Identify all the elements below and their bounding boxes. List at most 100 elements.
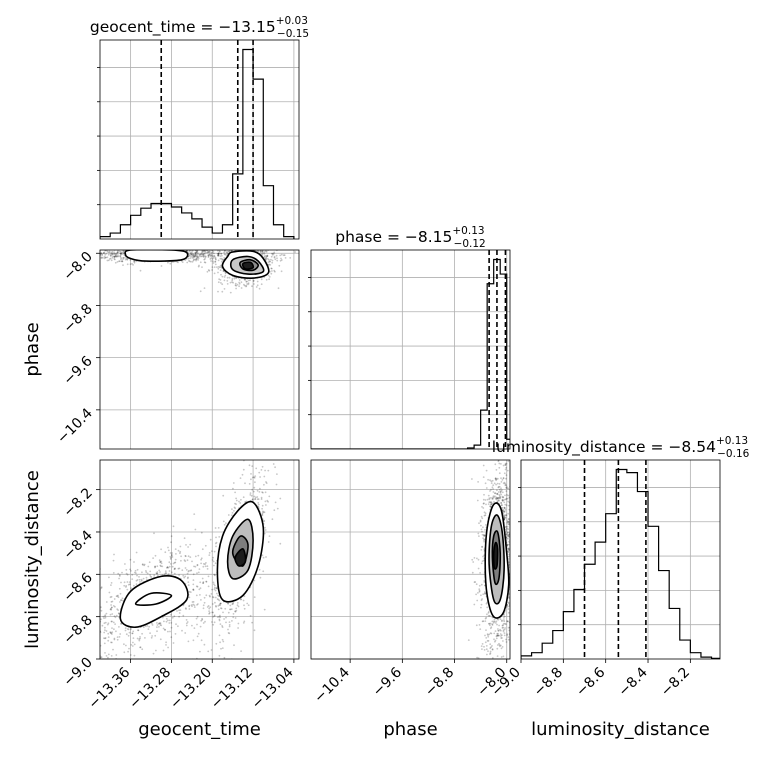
scatter-point — [289, 257, 292, 259]
scatter-point — [242, 240, 244, 242]
scatter-point — [512, 492, 514, 494]
scatter-point — [104, 652, 106, 654]
scatter-point — [266, 499, 269, 502]
scatter-point — [141, 563, 144, 566]
scatter-point — [272, 244, 274, 246]
scatter-point — [481, 517, 484, 520]
scatter-point — [251, 488, 254, 491]
scatter-point — [190, 253, 193, 256]
scatter-point — [257, 250, 260, 253]
scatter-point — [498, 499, 500, 502]
scatter-point — [485, 602, 488, 605]
scatter-point — [217, 253, 220, 256]
scatter-point — [266, 254, 269, 257]
scatter-point — [266, 255, 268, 258]
scatter-point — [176, 610, 178, 612]
scatter-point — [273, 251, 276, 254]
scatter-point — [161, 565, 164, 568]
scatter-point — [191, 560, 193, 563]
scatter-point — [135, 551, 138, 554]
scatter-point — [168, 248, 170, 250]
scatter-geocent_time-vs-phase-frame — [99, 249, 300, 450]
scatter-point — [225, 616, 227, 619]
scatter-point — [505, 526, 507, 528]
scatter-point — [216, 598, 219, 600]
scatter-point — [495, 496, 498, 499]
scatter-point — [171, 552, 174, 554]
scatter-point — [145, 571, 148, 574]
scatter-point — [139, 636, 141, 638]
scatter-point — [514, 636, 516, 638]
scatter-point — [204, 565, 207, 568]
scatter-point — [101, 256, 104, 259]
scatter-point — [150, 636, 153, 639]
scatter-point — [263, 255, 266, 258]
scatter-point — [193, 255, 196, 258]
scatter-point — [483, 669, 485, 671]
scatter-point — [508, 540, 510, 543]
scatter-point — [235, 287, 238, 290]
scatter-point — [501, 489, 503, 491]
scatter-point — [182, 679, 184, 681]
scatter-point — [189, 253, 192, 255]
scatter-point — [242, 599, 245, 602]
scatter-point — [214, 562, 217, 565]
scatter-point — [497, 486, 500, 489]
scatter-point — [487, 640, 490, 642]
scatter-point — [93, 246, 95, 248]
scatter-point — [498, 488, 501, 491]
scatter-point — [481, 560, 484, 563]
scatter-point — [203, 258, 206, 261]
scatter-point — [496, 489, 498, 492]
hist-geocent_time-frame — [99, 39, 300, 240]
scatter-point — [211, 621, 213, 623]
scatter-point — [67, 258, 69, 260]
scatter-point — [218, 278, 221, 280]
scatter-point — [481, 648, 483, 650]
scatter-point — [98, 256, 100, 258]
scatter-point — [177, 567, 180, 570]
scatter-point — [204, 258, 206, 260]
scatter-point — [104, 614, 107, 616]
scatter-point — [478, 624, 481, 626]
scatter-point — [187, 555, 190, 558]
scatter-point — [217, 254, 220, 257]
scatter-point — [504, 697, 506, 699]
scatter-point — [490, 482, 493, 484]
scatter-point — [510, 492, 512, 494]
scatter-point — [103, 622, 106, 625]
scatter-point — [500, 647, 503, 650]
scatter-point — [514, 597, 516, 599]
scatter-point — [113, 598, 116, 600]
scatter-point — [240, 598, 242, 601]
scatter-point — [154, 634, 157, 637]
scatter-point — [503, 515, 506, 517]
scatter-point — [500, 502, 503, 505]
scatter-point — [109, 608, 112, 611]
scatter-point — [485, 637, 488, 639]
scatter-point — [263, 475, 266, 478]
scatter-point — [271, 254, 274, 256]
scatter-point — [218, 618, 221, 621]
scatter-point — [503, 617, 505, 619]
scatter-point — [262, 244, 264, 246]
scatter-point — [115, 255, 118, 258]
scatter-point — [215, 605, 217, 607]
scatter-point — [211, 269, 214, 271]
scatter-point — [276, 242, 278, 244]
scatter-point — [67, 248, 69, 250]
scatter-point — [498, 497, 500, 499]
scatter-point — [262, 556, 265, 559]
scatter-point — [512, 569, 514, 571]
scatter-point — [257, 248, 259, 250]
scatter-point — [495, 497, 498, 499]
scatter-geocent_time-vs-phase-contour — [124, 250, 189, 262]
scatter-point — [249, 614, 252, 617]
scatter-point — [242, 244, 244, 246]
scatter-point — [250, 473, 252, 475]
scatter-point — [476, 656, 478, 659]
scatter-point — [219, 269, 222, 271]
scatter-point — [131, 632, 134, 635]
scatter-point — [481, 643, 484, 645]
scatter-point — [207, 250, 210, 253]
